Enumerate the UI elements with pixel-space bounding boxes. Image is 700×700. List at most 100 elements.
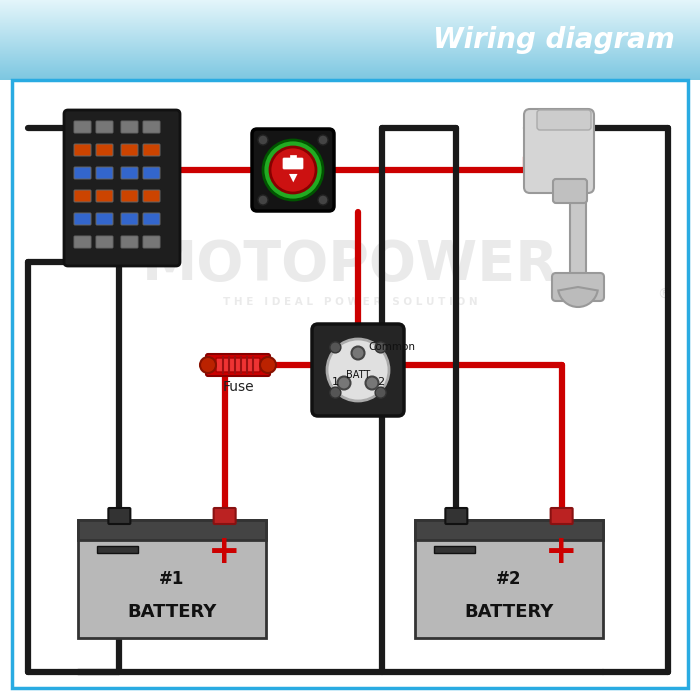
FancyBboxPatch shape: [143, 213, 160, 225]
FancyBboxPatch shape: [537, 110, 591, 130]
Bar: [0, 51, 700, 52]
Bar: [0, 54, 700, 55]
FancyBboxPatch shape: [78, 520, 266, 638]
Bar: [0, 35, 700, 36]
Bar: [0, 56, 700, 57]
Text: +: +: [545, 533, 578, 571]
Bar: [0, 3, 700, 4]
Bar: [0, 22, 700, 23]
FancyBboxPatch shape: [290, 155, 296, 159]
FancyBboxPatch shape: [415, 520, 603, 638]
Bar: [0, 21, 700, 22]
Circle shape: [270, 147, 316, 193]
Bar: [0, 43, 700, 44]
Bar: [0, 16, 700, 17]
Bar: [0, 33, 700, 34]
Circle shape: [337, 377, 351, 389]
FancyBboxPatch shape: [552, 273, 604, 301]
Bar: [0, 34, 700, 35]
FancyBboxPatch shape: [445, 508, 468, 524]
Bar: [0, 39, 700, 40]
Bar: [97, 546, 138, 553]
Bar: [0, 42, 700, 43]
Bar: [0, 44, 700, 45]
Bar: [0, 71, 700, 72]
Bar: [0, 66, 700, 67]
FancyBboxPatch shape: [96, 236, 113, 248]
FancyBboxPatch shape: [74, 144, 91, 156]
FancyBboxPatch shape: [96, 121, 113, 133]
FancyBboxPatch shape: [74, 167, 91, 179]
Text: Fuse: Fuse: [222, 380, 254, 394]
Bar: [0, 53, 700, 54]
Text: Wiring diagram: Wiring diagram: [433, 26, 675, 54]
Bar: [0, 27, 700, 28]
Bar: [0, 58, 700, 59]
FancyBboxPatch shape: [121, 190, 138, 202]
FancyBboxPatch shape: [96, 213, 113, 225]
Text: BATTERY: BATTERY: [127, 603, 217, 621]
FancyBboxPatch shape: [121, 121, 138, 133]
Circle shape: [365, 377, 379, 389]
Bar: [0, 46, 700, 47]
Text: BATTERY: BATTERY: [464, 603, 554, 621]
Bar: [0, 41, 700, 42]
Text: ®: ®: [657, 288, 671, 302]
Bar: [0, 68, 700, 69]
Bar: [0, 55, 700, 56]
FancyBboxPatch shape: [143, 236, 160, 248]
Circle shape: [375, 387, 386, 398]
Text: #1: #1: [160, 570, 185, 588]
FancyBboxPatch shape: [96, 144, 113, 156]
Bar: [570, 195, 586, 283]
Bar: [0, 37, 700, 38]
Bar: [0, 36, 700, 37]
Circle shape: [327, 339, 389, 401]
Circle shape: [330, 342, 341, 353]
FancyBboxPatch shape: [74, 213, 91, 225]
Bar: [0, 67, 700, 68]
FancyBboxPatch shape: [121, 213, 138, 225]
Text: BATT: BATT: [346, 370, 370, 380]
Text: T H E   I D E A L   P O W E R   S O L U T I O N: T H E I D E A L P O W E R S O L U T I O …: [223, 297, 477, 307]
Bar: [0, 74, 700, 75]
FancyBboxPatch shape: [121, 236, 138, 248]
Circle shape: [260, 357, 276, 373]
FancyBboxPatch shape: [312, 324, 404, 416]
Circle shape: [351, 346, 365, 360]
FancyBboxPatch shape: [74, 121, 91, 133]
FancyBboxPatch shape: [143, 144, 160, 156]
Bar: [0, 59, 700, 60]
Bar: [0, 49, 700, 50]
Circle shape: [318, 195, 328, 205]
Circle shape: [200, 357, 216, 373]
Bar: [0, 12, 700, 13]
FancyBboxPatch shape: [121, 144, 138, 156]
Bar: [0, 70, 700, 71]
Bar: [0, 32, 700, 33]
Bar: [0, 15, 700, 16]
Bar: [0, 79, 700, 80]
Bar: [0, 10, 700, 11]
Circle shape: [330, 387, 341, 398]
Bar: [0, 78, 700, 79]
Bar: [0, 8, 700, 9]
Circle shape: [258, 135, 268, 145]
Bar: [0, 73, 700, 74]
FancyBboxPatch shape: [415, 520, 603, 540]
Bar: [0, 69, 700, 70]
FancyBboxPatch shape: [143, 167, 160, 179]
Bar: [0, 76, 700, 77]
Bar: [0, 26, 700, 27]
Bar: [0, 62, 700, 63]
FancyBboxPatch shape: [74, 236, 91, 248]
FancyBboxPatch shape: [108, 508, 130, 524]
Bar: [0, 30, 700, 31]
Bar: [0, 11, 700, 12]
Bar: [0, 75, 700, 76]
Bar: [0, 0, 700, 1]
Bar: [0, 72, 700, 73]
Bar: [0, 31, 700, 32]
Circle shape: [375, 342, 386, 353]
Bar: [0, 6, 700, 7]
